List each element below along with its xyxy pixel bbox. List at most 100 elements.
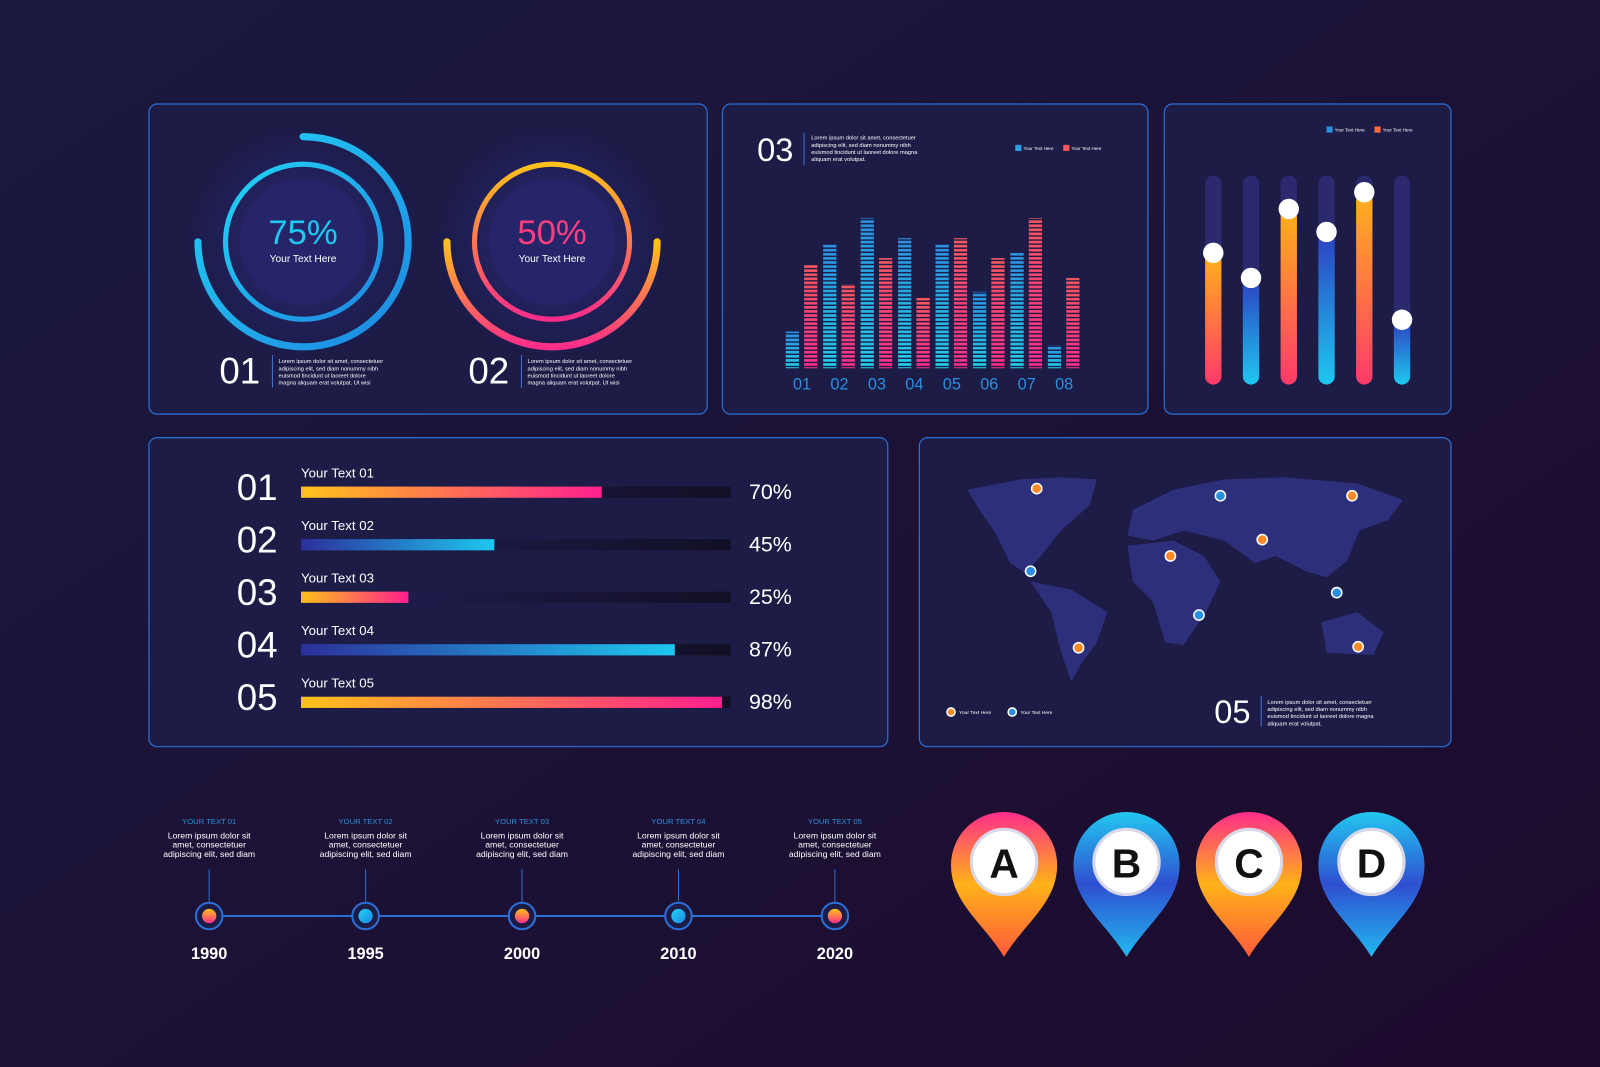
legend-swatch: [1063, 144, 1070, 151]
slider-fill: [1205, 252, 1222, 385]
body-text: Lorem ipsum dolor sit: [481, 831, 564, 841]
slider-fill: [1280, 208, 1297, 385]
progress-bar: [301, 644, 675, 656]
bar: [935, 244, 949, 369]
body-text: Lorem ipsum dolor sit amet, consectetuer: [1267, 700, 1372, 706]
world-map: [967, 477, 1404, 682]
timeline-node: [827, 908, 843, 924]
timeline-title: YOUR TEXT 02: [339, 817, 393, 826]
body-text: adipiscing elit, sed diam: [789, 849, 881, 859]
donut-arc: [194, 133, 412, 351]
x-tick-label: 01: [793, 376, 811, 394]
legend-swatch: [1015, 144, 1022, 151]
pin-face: [1214, 827, 1284, 897]
body-text: adipiscing elit, sed diam nonummy nibh: [1267, 707, 1367, 713]
row-number: 03: [237, 572, 278, 613]
body-text: adipiscing elit, sed diam: [633, 849, 725, 859]
timeline-title: YOUR TEXT 04: [651, 817, 706, 826]
progress-track: [301, 539, 731, 551]
x-tick-label: 03: [868, 376, 886, 394]
legend-label: Your Text Here: [959, 710, 991, 716]
body-text: amet, consectetuer: [642, 840, 716, 850]
x-tick-label: 05: [943, 376, 961, 394]
bar: [1010, 251, 1024, 369]
body-text: adipiscing elit, sed diam: [320, 849, 412, 859]
pin-face: [1092, 827, 1161, 897]
pin-face: [969, 827, 1039, 897]
body-text: Lorem ipsum dolor sit: [637, 831, 720, 841]
slider-knob: [1240, 267, 1262, 289]
bar: [1047, 345, 1062, 369]
body-text: amet, consectetuer: [485, 840, 559, 850]
timeline-year: 2000: [504, 945, 540, 963]
row-label: Your Text 05: [301, 676, 374, 691]
row-number: 05: [237, 677, 278, 718]
timeline-title: YOUR TEXT 03: [495, 817, 549, 826]
bar: [860, 218, 874, 369]
progress-bar: [301, 539, 495, 551]
row-number: 04: [237, 624, 278, 665]
marker: [1193, 609, 1205, 621]
bar: [785, 331, 799, 369]
continent: [1030, 581, 1108, 682]
timeline-title: YOUR TEXT 05: [808, 817, 862, 826]
body-text: adipiscing elit, sed diam nonummy nibh: [811, 143, 911, 149]
pin-face: [1337, 827, 1406, 897]
row-label: Your Text 02: [301, 518, 374, 533]
body-text: euismod tincidunt ut laoreet dolore magn…: [1267, 714, 1374, 720]
body-text: magna aliquam erat volutpat. Ut wisi: [279, 381, 371, 387]
row-value: 70%: [749, 480, 792, 504]
body-text: euismod tincidunt ut laoreet dolore magn…: [811, 150, 918, 156]
body-text: Lorem ipsum dolor sit: [324, 831, 407, 841]
body-text: adipiscing elit, sed diam nonummy nibh: [528, 366, 628, 372]
continent: [967, 477, 1097, 574]
body-text: adipiscing elit, sed diam: [163, 849, 255, 859]
donut-ring: [471, 161, 633, 322]
donut-caption: Your Text Here: [270, 254, 337, 265]
bar: [953, 238, 968, 369]
row-label: Your Text 01: [301, 465, 374, 480]
marker: [1164, 550, 1177, 562]
body-text: euismod tincidunt ut laoreet dolore: [528, 373, 615, 379]
continent: [1321, 612, 1384, 655]
x-tick-label: 06: [980, 376, 998, 394]
progress-track: [301, 591, 731, 603]
body-text: Lorem ipsum dolor sit: [794, 831, 877, 841]
row-value: 25%: [749, 585, 792, 609]
donut-caption: Your Text Here: [519, 254, 586, 265]
legend-label: Your Text Here: [1335, 128, 1365, 133]
legend-swatch: [1007, 707, 1018, 717]
progress-bar: [301, 696, 723, 708]
map-markers: [946, 482, 1365, 717]
legend-label: Your Text Here: [1023, 146, 1053, 151]
timeline-title: YOUR TEXT 01: [182, 817, 236, 826]
bar: [898, 238, 912, 369]
body-text: Lorem ipsum dolor sit amet, consectetuer: [811, 136, 916, 142]
panel-number: 03: [757, 131, 793, 168]
pin-letter: A: [989, 840, 1018, 886]
row-number: 02: [237, 519, 278, 560]
timeline-node: [514, 908, 530, 924]
panel: [1163, 103, 1452, 415]
pin-letter: B: [1112, 840, 1141, 886]
timeline-node: [671, 908, 686, 924]
donut-arc: [443, 238, 661, 351]
marker: [1030, 482, 1043, 495]
body-text: amet, consectetuer: [798, 840, 872, 850]
x-tick-label: 07: [1018, 376, 1036, 394]
pin-letter: D: [1357, 840, 1386, 886]
slider-fill: [1242, 277, 1260, 385]
bar: [878, 258, 893, 369]
marker: [1346, 489, 1358, 502]
bar: [991, 258, 1005, 369]
timeline-year: 1995: [347, 945, 383, 963]
body-text: euismod tincidunt ut laoreet dolore: [279, 373, 366, 379]
slider-knob: [1203, 242, 1224, 264]
marker: [1072, 641, 1085, 654]
slider-fill: [1318, 231, 1335, 385]
slider-fill: [1356, 192, 1373, 385]
panel-number: 02: [468, 351, 509, 392]
body-text: Lorem ipsum dolor sit amet, consectetuer: [528, 359, 633, 365]
timeline-year: 1990: [191, 945, 227, 963]
